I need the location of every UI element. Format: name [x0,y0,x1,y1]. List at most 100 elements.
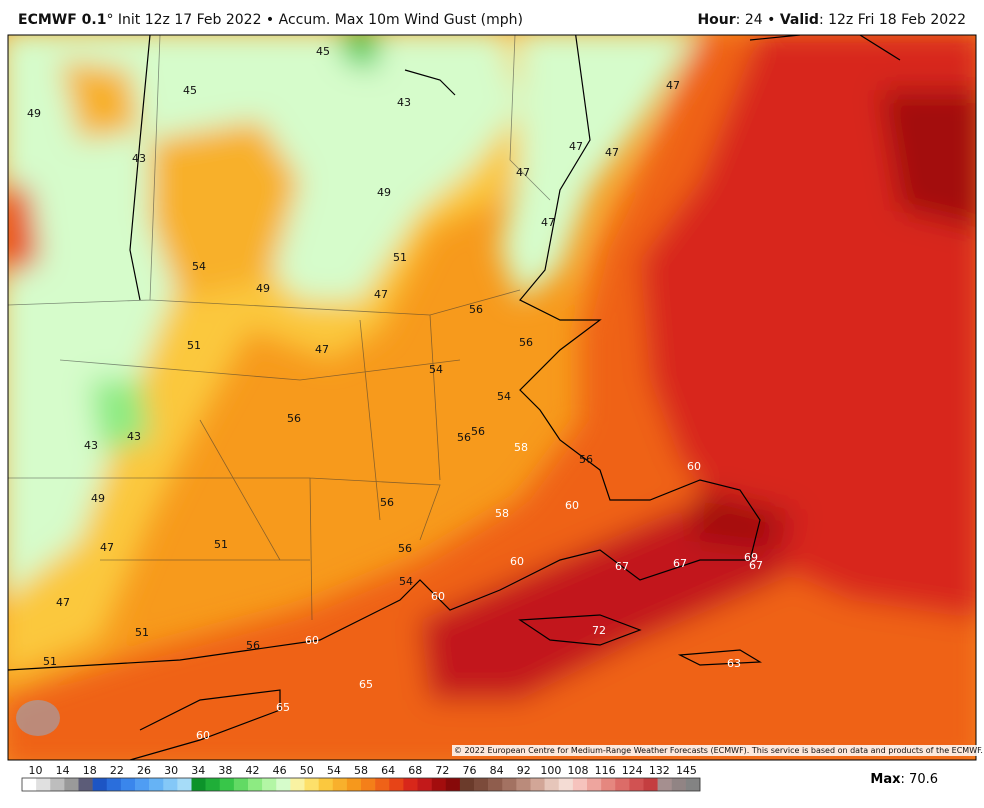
gust-label: 60 [196,729,210,742]
color-swatch [64,778,79,791]
gust-label: 49 [27,107,41,120]
gust-label: 56 [457,431,471,444]
gust-label: 51 [187,339,201,352]
color-swatch [587,778,602,791]
gust-label: 51 [43,655,57,668]
colorbar-tick-label: 100 [540,764,561,777]
color-swatch [318,778,334,791]
gust-label: 54 [429,363,443,376]
color-swatch [163,778,178,791]
color-swatch [558,778,574,791]
gust-label: 56 [469,303,483,316]
color-swatch [149,778,164,791]
color-swatch [629,778,644,791]
colorbar: 10 14 18 22 26 30 34 38 42 46 50 54 58 64 68 72 76 84 92 10… [21,764,701,792]
colorbar-tick-label: 30 [164,764,178,777]
header-left: ECMWF 0.1° Init 12z 17 Feb 2022 • Accum.… [18,12,523,28]
gust-label: 43 [127,430,141,443]
colorbar-tick-label: 64 [381,764,395,777]
gust-label: 47 [100,541,114,554]
colorbar-tick-label: 124 [622,764,643,777]
color-swatch [685,778,701,791]
colorbar-tick-label: 76 [462,764,476,777]
color-swatch [92,778,108,791]
shaded-field: 45 45 43 49 47 43 47 47 47 49 47 51 54 49 47 56 51 47 56 54… [8,35,976,760]
color-swatch [657,778,673,791]
color-swatch [276,778,291,791]
gust-label: 56 [519,336,533,349]
gust-label: 60 [305,634,319,647]
gust-label: 56 [471,425,485,438]
colorbar-tick-label: 116 [595,764,616,777]
gust-label: 67 [615,560,629,573]
model-name: ECMWF 0.1 [18,12,107,28]
colorbar-tick-label: 92 [517,764,531,777]
gust-label: 58 [495,507,509,520]
color-swatch [530,778,545,791]
color-swatch [262,778,277,791]
colorbar-tick-label: 10 [29,764,43,777]
copyright: © 2022 European Centre for Medium-Range … [452,745,984,756]
colorbar-tick-label: 38 [218,764,232,777]
colorbar-tick-label: 68 [408,764,422,777]
gust-label: 49 [91,492,105,505]
gust-label: 51 [135,626,149,639]
color-swatch [516,778,531,791]
color-swatch [544,778,560,791]
gust-label: 45 [316,45,330,58]
color-swatch [191,778,206,791]
gust-label: 51 [393,251,407,264]
colorbar-tick-label: 42 [246,764,260,777]
hour-value: : 24 • [735,12,780,28]
gust-label: 65 [276,701,290,714]
gust-label: 54 [192,260,206,273]
gust-label: 49 [377,186,391,199]
color-swatch [502,778,517,791]
colorbar-tick-label: 22 [110,764,124,777]
gust-label: 54 [497,390,511,403]
gust-label: 72 [592,624,606,637]
color-swatch [474,778,489,791]
color-swatch [389,778,404,791]
gust-label: 43 [397,96,411,109]
gust-label: 43 [84,439,98,452]
color-swatch [375,778,390,791]
gust-label: 47 [666,79,680,92]
gust-label: 47 [541,216,555,229]
color-swatch [431,778,447,791]
color-swatch [304,778,319,791]
color-swatch [403,778,418,791]
gust-label: 47 [315,343,329,356]
gust-label: 69 [744,551,758,564]
color-swatch [36,778,51,791]
colorbar-tick-label: 26 [137,764,151,777]
color-swatch [50,778,65,791]
colorbar-tick-label: 132 [649,764,670,777]
gust-label: 56 [246,639,260,652]
gust-label: 60 [510,555,524,568]
color-swatch [233,778,249,791]
colorbar-tick-label: 46 [273,764,287,777]
header-right: Hour: 24 • Valid: 12z Fri 18 Feb 2022 [697,12,966,28]
color-swatch [671,778,687,791]
color-swatch [22,778,37,791]
description: ° Init 12z 17 Feb 2022 • Accum. Max 10m … [106,12,523,28]
max: Max: 70.6 [870,772,938,787]
gust-label: 56 [380,496,394,509]
gust-label: 56 [287,412,301,425]
color-swatch [120,778,136,791]
gust-label: 47 [569,140,583,153]
gust-label: 67 [673,557,687,570]
colorbar-tick-label: 145 [676,764,697,777]
valid-label: Valid [779,12,819,28]
gust-label: 56 [579,453,593,466]
gust-label: 60 [687,460,701,473]
max-value: : 70.6 [900,772,938,787]
color-swatch [361,778,376,791]
gust-label: 56 [398,542,412,555]
color-swatch [177,778,192,791]
colorbar-frame [21,777,701,792]
color-swatch [219,778,235,791]
gust-label: 47 [605,146,619,159]
